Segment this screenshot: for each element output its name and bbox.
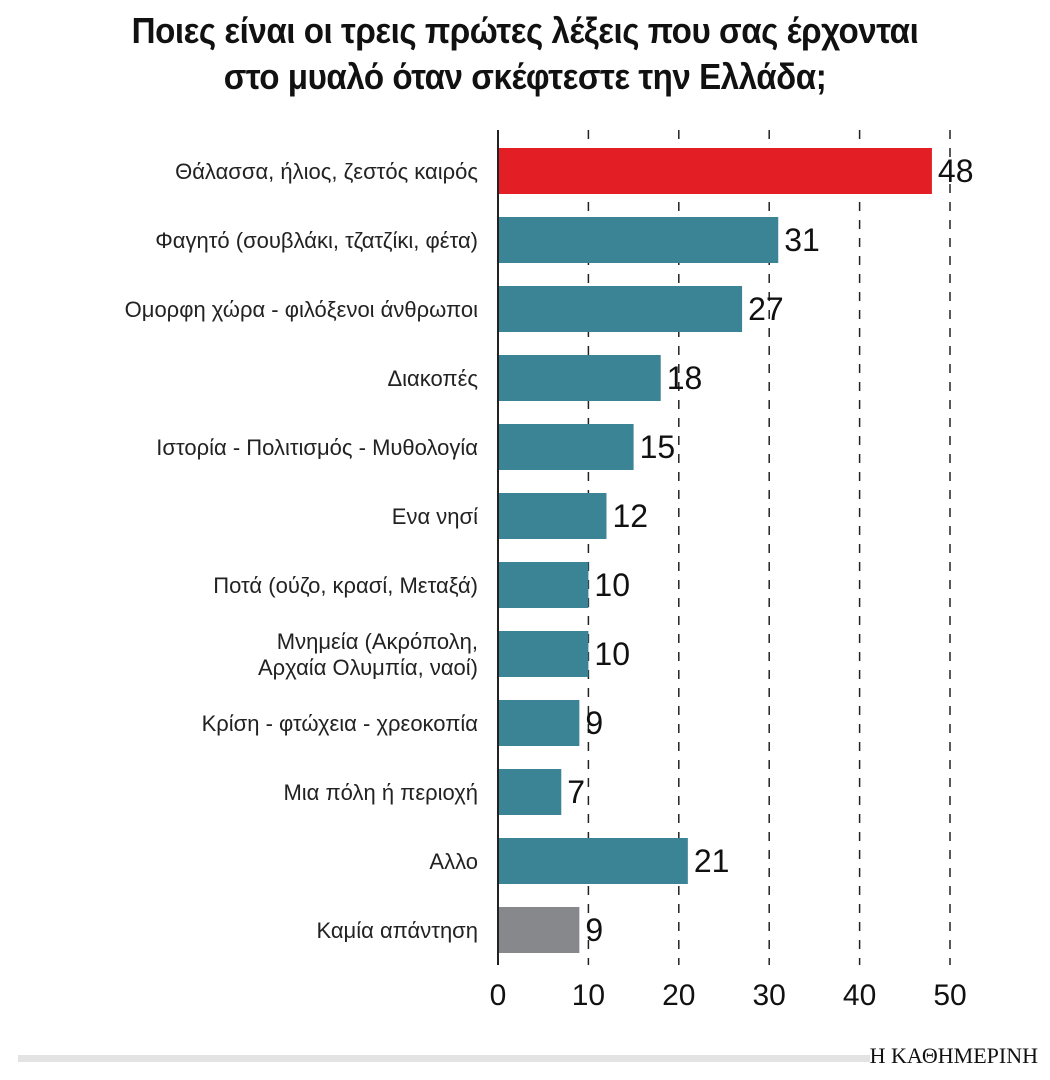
category-label-line: Ποτά (ούζο, κρασί, Μεταξά) <box>213 573 478 598</box>
bar <box>498 769 562 815</box>
category-label-line: Καμία απάντηση <box>316 918 478 943</box>
data-label: 18 <box>667 360 703 396</box>
x-tick-label: 10 <box>572 979 605 1012</box>
chart-title: Ποιες είναι οι τρεις πρώτες λέξεις που σ… <box>42 8 1008 100</box>
category-label-line: Αρχαία Ολυμπία, ναοί) <box>258 655 478 680</box>
category-label-line: Ενα νησί <box>392 504 478 529</box>
x-tick-label: 30 <box>753 979 786 1012</box>
category-label: Καμία απάντηση <box>316 918 478 943</box>
title-line: στο μυαλό όταν σκέφτεστε την Ελλάδα; <box>223 56 827 97</box>
category-label: Αλλο <box>429 849 478 874</box>
category-label-line: Φαγητό (σουβλάκι, τζατζίκι, φέτα) <box>155 228 478 253</box>
category-label: Διακοπές <box>387 366 478 391</box>
publisher-logo: Η ΚΑΘΗΜΕΡΙΝΗ <box>869 1043 1038 1068</box>
bar <box>498 700 580 746</box>
category-label: Ποτά (ούζο, κρασί, Μεταξά) <box>213 573 478 598</box>
data-label: 27 <box>748 291 784 327</box>
category-label: Θάλασσα, ήλιος, ζεστός καιρός <box>175 159 478 184</box>
category-label: Μια πόλη ή περιοχή <box>283 780 478 805</box>
bar <box>498 355 661 401</box>
data-label: 10 <box>594 636 630 672</box>
bar <box>498 631 589 677</box>
category-label: Μνημεία (Ακρόπολη, Αρχαία Ολυμπία, ναοί) <box>258 629 478 680</box>
data-label: 9 <box>585 912 603 948</box>
category-label: Κρίση - φτώχεια - χρεοκοπία <box>202 711 479 736</box>
bar <box>498 562 589 608</box>
bar <box>498 217 779 263</box>
category-label-line: Μια πόλη ή περιοχή <box>283 780 478 805</box>
bar <box>498 286 743 332</box>
bar <box>498 424 634 470</box>
bar <box>498 907 580 953</box>
data-label: 48 <box>938 153 974 189</box>
category-label: Ομορφη χώρα - φιλόξενοι άνθρωποι <box>125 297 478 322</box>
data-label: 12 <box>612 498 648 534</box>
category-label-line: Μνημεία (Ακρόπολη, <box>277 629 478 654</box>
title-line: Ποιες είναι οι τρεις πρώτες λέξεις που σ… <box>131 10 919 51</box>
x-tick-label: 40 <box>843 979 876 1012</box>
category-label: Ενα νησί <box>392 504 478 529</box>
data-label: 31 <box>784 222 820 258</box>
data-label: 21 <box>694 843 730 879</box>
data-label: 7 <box>567 774 585 810</box>
data-label: 9 <box>585 705 603 741</box>
x-tick-label: 0 <box>490 979 507 1012</box>
category-label-line: Διακοπές <box>387 366 478 391</box>
x-tick-label: 50 <box>933 979 966 1012</box>
category-label-line: Θάλασσα, ήλιος, ζεστός καιρός <box>175 159 478 184</box>
category-label-line: Αλλο <box>429 849 478 874</box>
bar <box>498 838 688 884</box>
category-label-line: Ομορφη χώρα - φιλόξενοι άνθρωποι <box>125 297 478 322</box>
data-label: 10 <box>594 567 630 603</box>
category-label: Ιστορία - Πολιτισμός - Μυθολογία <box>156 435 478 460</box>
bar <box>498 148 932 194</box>
category-label: Φαγητό (σουβλάκι, τζατζίκι, φέτα) <box>155 228 478 253</box>
x-tick-label: 20 <box>662 979 695 1012</box>
footer-divider <box>18 1055 870 1062</box>
bar <box>498 493 607 539</box>
category-label-line: Ιστορία - Πολιτισμός - Μυθολογία <box>156 435 478 460</box>
data-label: 15 <box>640 429 676 465</box>
category-label-line: Κρίση - φτώχεια - χρεοκοπία <box>202 711 479 736</box>
